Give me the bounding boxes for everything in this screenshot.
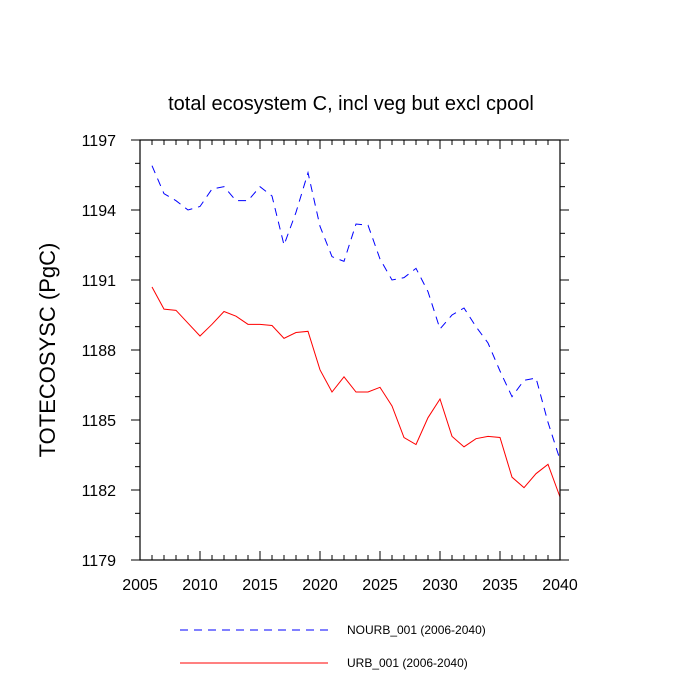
series-line-nourb [151, 165, 561, 460]
y-tick-label: 1179 [82, 553, 117, 570]
y-tick-label: 1185 [82, 413, 117, 430]
x-tick-label: 2040 [542, 577, 578, 594]
x-tick-label: 2025 [362, 577, 398, 594]
y-tick-label: 1188 [82, 343, 117, 360]
y-tick-label: 1191 [82, 273, 117, 290]
series-line-urb [151, 286, 561, 498]
y-tick-label: 1197 [82, 133, 117, 150]
x-tick-label: 2005 [122, 577, 158, 594]
x-tick-label: 2035 [482, 577, 518, 594]
x-tick-label: 2020 [302, 577, 338, 594]
x-tick-label: 2010 [182, 577, 218, 594]
y-tick-label: 1182 [82, 483, 117, 500]
chart-title: total ecosystem C, incl veg but excl cpo… [168, 93, 534, 115]
plot-frame [139, 139, 561, 561]
legend-label: URB_001 (2006-2040) [347, 656, 468, 670]
legend-label: NOURB_001 (2006-2040) [347, 623, 486, 637]
y-axis-label: TOTECOSYSC (PgC) [35, 243, 60, 458]
y-tick-label: 1194 [82, 203, 117, 220]
x-tick-label: 2030 [422, 577, 458, 594]
x-tick-label: 2015 [242, 577, 278, 594]
